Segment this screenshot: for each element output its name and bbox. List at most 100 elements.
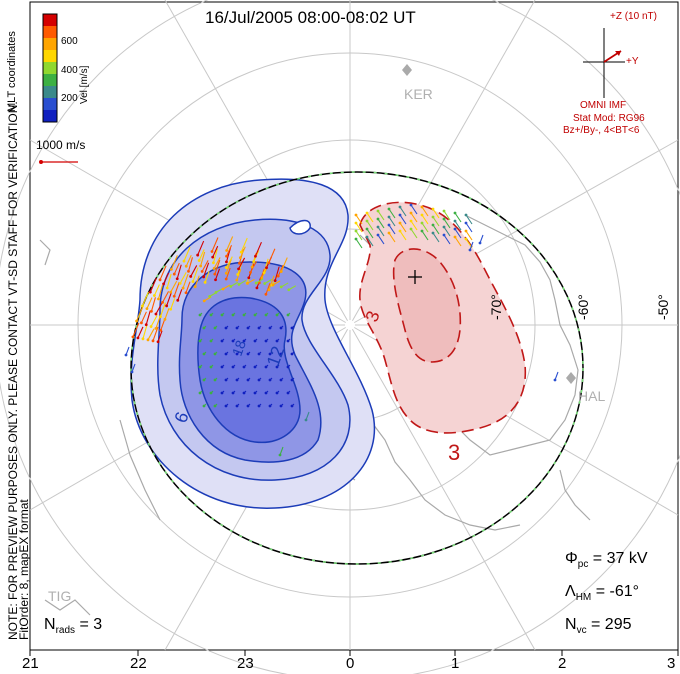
velocity-vectors — [124, 203, 559, 457]
colorbar-band — [43, 62, 57, 75]
vector-line — [443, 218, 451, 229]
vector-line — [399, 214, 407, 225]
vector-line — [291, 403, 295, 407]
vector-line — [287, 312, 291, 316]
vector-count: Nvc = 295 — [565, 616, 632, 637]
vector-line — [243, 338, 247, 342]
vector-line — [280, 257, 288, 272]
mlt-label-3: 3 — [667, 655, 676, 672]
vector-line — [247, 351, 251, 355]
vector-line — [280, 403, 284, 407]
vector-line — [255, 278, 264, 284]
colorbar-tick-600: 600 — [61, 36, 78, 47]
potential-min-marker — [345, 320, 355, 330]
colorbar-band — [43, 86, 57, 99]
vector-line — [159, 302, 166, 317]
station-markers — [402, 64, 576, 384]
vector-line — [187, 257, 194, 272]
vector-line — [232, 390, 236, 394]
colorbar-band — [43, 74, 57, 87]
vector-line — [280, 282, 289, 288]
vector-line — [136, 306, 144, 322]
vector-line — [479, 234, 484, 244]
vector-line — [258, 325, 262, 329]
vector-line — [254, 312, 258, 316]
vector-line — [377, 226, 385, 237]
vector-line — [194, 275, 200, 287]
plot-frame — [29, 1, 679, 651]
vector-line — [243, 364, 247, 368]
vector-line — [280, 351, 284, 355]
vector-line — [287, 338, 291, 342]
vector-line — [214, 259, 221, 275]
vector-line — [170, 298, 176, 310]
vector-line — [454, 236, 462, 247]
vector-line — [203, 262, 210, 278]
vector-line — [465, 222, 473, 233]
vector-line — [226, 236, 234, 251]
vector-line — [276, 364, 280, 368]
vector-line — [377, 218, 385, 229]
vector-line — [221, 364, 225, 368]
vector-line — [211, 237, 219, 252]
vector-line — [212, 248, 218, 263]
mlt-label-22: 22 — [130, 655, 147, 672]
vector-line — [272, 280, 281, 286]
coordinate-system-label: MLT coordinates — [6, 31, 18, 112]
vector-line — [388, 208, 396, 219]
vector-line — [454, 212, 462, 223]
vector-line — [377, 234, 385, 245]
vector-line — [366, 228, 374, 239]
vector-line — [203, 325, 207, 329]
vector-line — [132, 322, 140, 338]
vector-line — [291, 325, 295, 329]
vector-line — [214, 403, 218, 407]
vector-line — [164, 308, 170, 320]
colorbar-band — [43, 110, 57, 123]
vector-line — [236, 325, 240, 329]
colorbar-band — [43, 14, 57, 27]
vector-line — [213, 257, 221, 269]
vector-line — [276, 312, 280, 316]
vector-line — [157, 330, 163, 342]
vector-line — [258, 403, 262, 407]
vector-line — [141, 291, 149, 307]
vector-line — [210, 364, 214, 368]
vector-line — [160, 319, 166, 331]
imf-y-label: +Y — [626, 56, 639, 67]
imf-condition: Bz+/By-, 4<BT<6 — [563, 125, 640, 136]
vector-line — [469, 241, 474, 251]
vector-line — [210, 390, 214, 394]
vector-line — [388, 216, 396, 227]
vector-line — [265, 283, 271, 295]
vector-line — [170, 280, 178, 293]
vector-line — [247, 325, 251, 329]
vector-line — [280, 377, 284, 381]
vector-line — [232, 312, 236, 316]
vector-line — [179, 272, 187, 284]
vector-line — [432, 232, 440, 243]
scale-label: 1000 m/s — [36, 138, 86, 152]
vector-line — [243, 312, 247, 316]
vector-line — [247, 377, 251, 381]
vector-line — [199, 390, 203, 394]
mlt-label-21: 21 — [22, 655, 39, 672]
vector-line — [465, 230, 473, 241]
vector-line — [182, 273, 189, 289]
vector-line — [215, 268, 221, 280]
vector-line — [366, 212, 374, 223]
colorbar-label: Vel [m/s] — [79, 65, 90, 104]
velocity-colorbar — [43, 14, 57, 123]
colorbar-tick-400: 400 — [61, 65, 78, 76]
vector-line — [236, 351, 240, 355]
vector-line — [152, 326, 159, 341]
vector-line — [254, 338, 258, 342]
vector-line — [410, 204, 418, 215]
vector-line — [355, 214, 363, 225]
station-hal: HAL — [578, 388, 606, 404]
vector-line — [305, 411, 310, 421]
vector-line — [236, 377, 240, 381]
vector-line — [150, 297, 156, 312]
vector-line — [173, 262, 180, 275]
